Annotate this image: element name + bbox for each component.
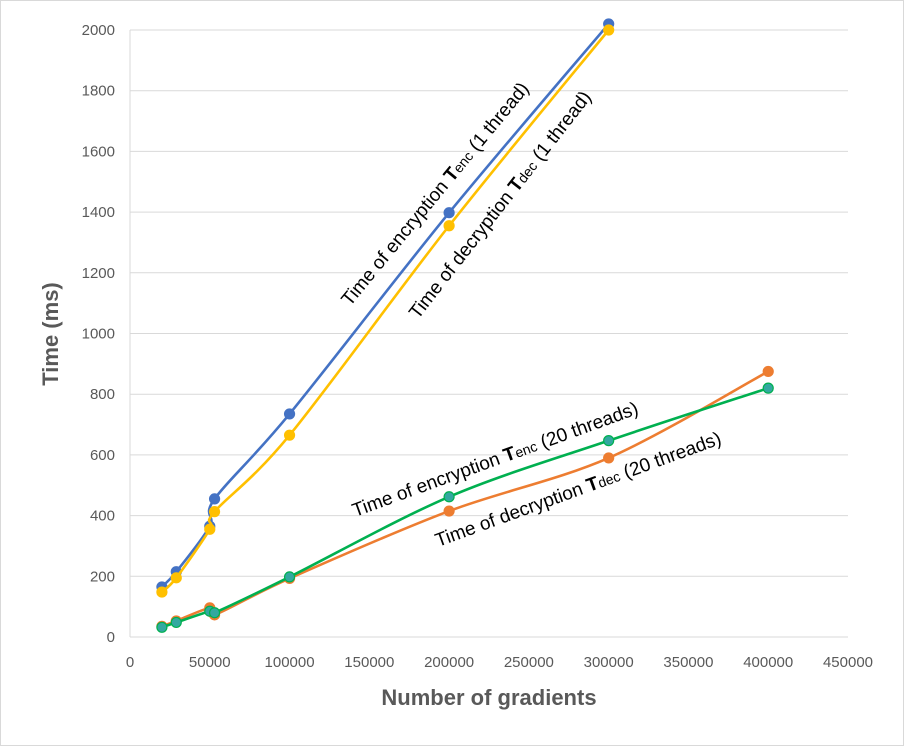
y-tick-label: 1200 bbox=[82, 265, 115, 282]
data-point bbox=[208, 506, 221, 518]
data-point bbox=[443, 220, 455, 232]
series-line bbox=[160, 29, 610, 594]
y-tick-label: 200 bbox=[90, 568, 115, 585]
y-tick-label: 1800 bbox=[82, 83, 115, 100]
series-line bbox=[161, 370, 769, 628]
data-point bbox=[443, 207, 455, 219]
y-tick-label: 1000 bbox=[82, 326, 115, 343]
series-3 bbox=[156, 382, 774, 633]
x-tick-label: 150000 bbox=[344, 654, 394, 671]
data-point bbox=[762, 382, 774, 394]
data-point bbox=[204, 523, 216, 535]
data-point bbox=[283, 408, 296, 420]
series-line bbox=[160, 28, 607, 588]
y-tick-label: 400 bbox=[90, 508, 115, 525]
x-tick-label: 50000 bbox=[189, 654, 231, 671]
data-point bbox=[443, 491, 455, 503]
x-tick-label: 100000 bbox=[265, 654, 315, 671]
data-point bbox=[170, 572, 182, 584]
y-tick-label: 0 bbox=[107, 629, 115, 646]
annotation-enc-20-threads: Time of encryption Tenc (20 threads) bbox=[350, 398, 642, 521]
series-group bbox=[156, 18, 774, 633]
y-tick-label: 600 bbox=[90, 447, 115, 464]
data-point bbox=[283, 429, 296, 441]
x-tick-label: 200000 bbox=[424, 654, 474, 671]
axes: 0 200 400 600 800 1000 1200 1400 1600 1800 2000 0 50… bbox=[82, 22, 873, 671]
y-tick-label: 1600 bbox=[82, 143, 115, 160]
y-tick-label: 2000 bbox=[82, 22, 115, 39]
series-2 bbox=[156, 365, 774, 632]
data-point bbox=[443, 505, 455, 517]
x-tick-label: 350000 bbox=[663, 654, 713, 671]
x-tick-label: 400000 bbox=[743, 654, 793, 671]
gridlines bbox=[130, 29, 848, 577]
x-tick-label: 0 bbox=[126, 654, 134, 671]
data-point bbox=[762, 365, 774, 378]
data-point bbox=[603, 435, 615, 447]
x-tick-label: 300000 bbox=[584, 654, 634, 671]
x-tick-label: 250000 bbox=[504, 654, 554, 671]
data-point bbox=[283, 571, 296, 583]
data-point bbox=[170, 616, 182, 629]
y-axis-title: Time (ms) bbox=[38, 282, 63, 386]
x-axis-title: Number of gradients bbox=[381, 685, 596, 710]
series-1 bbox=[156, 24, 615, 598]
data-point bbox=[156, 621, 168, 633]
data-point bbox=[603, 24, 615, 36]
y-tick-label: 1400 bbox=[82, 204, 115, 221]
data-point bbox=[603, 452, 615, 464]
data-point bbox=[208, 493, 221, 505]
x-tick-label: 450000 bbox=[823, 654, 873, 671]
data-point bbox=[208, 607, 221, 619]
y-tick-label: 800 bbox=[90, 386, 115, 403]
annotation-dec-20-threads: Time of decryption Tdec (20 threads) bbox=[433, 428, 725, 551]
data-point bbox=[156, 586, 168, 598]
